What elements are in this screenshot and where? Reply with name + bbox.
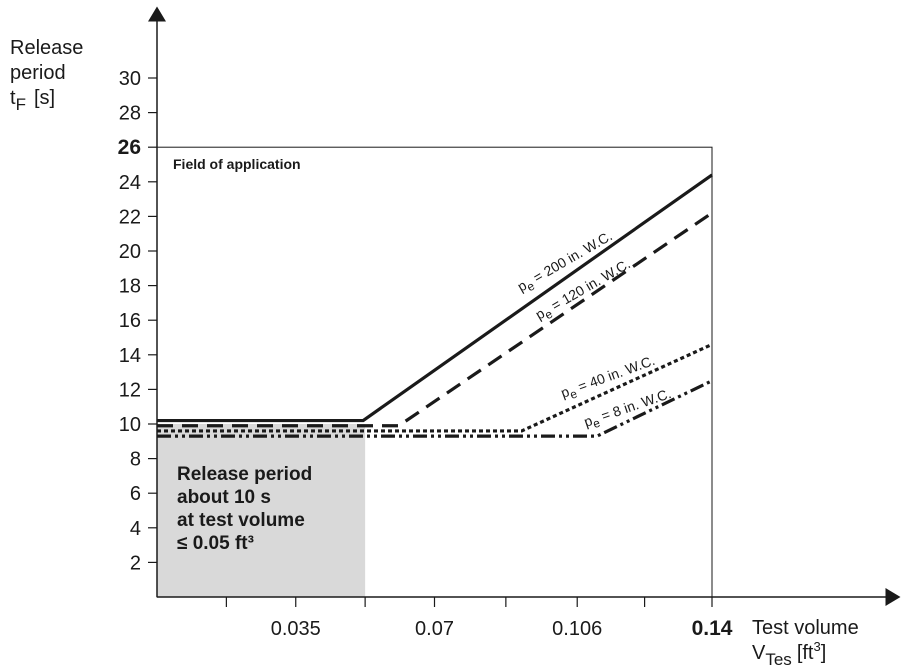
y-tick-label: 6 (130, 483, 141, 505)
series-line-2 (157, 211, 713, 428)
y-axis-label-unit: [s] (34, 87, 55, 109)
x-axis-label-symbol: V (752, 642, 766, 664)
y-tick-label: 14 (119, 345, 141, 367)
field-of-application-label: Field of application (173, 156, 301, 172)
y-tick-label: 2 (130, 552, 141, 574)
x-axis-ticks: 0.035 0.07 0.106 0.14 (225, 597, 733, 640)
shaded-region-text-line-4: ≤ 0.05 ft³ (177, 533, 254, 554)
y-axis-label-symbol: t (10, 87, 16, 109)
shaded-region (157, 424, 366, 597)
shaded-region-text-line-2: about 10 s (177, 487, 271, 508)
y-tick-label: 20 (119, 241, 141, 263)
y-tick-label: 30 (119, 68, 141, 90)
series-line-1 (157, 173, 713, 423)
y-tick-label: 4 (130, 518, 141, 540)
y-tick-label: 18 (119, 276, 141, 298)
y-tick-label: 24 (119, 172, 141, 194)
x-tick-label: 0.035 (271, 618, 321, 640)
y-tick-label: 28 (119, 103, 141, 125)
x-axis-label-line-2: VTes [ft3] (752, 639, 826, 669)
y-tick-label: 16 (119, 310, 141, 332)
y-tick-label: 22 (119, 206, 141, 228)
x-tick-label: 0.14 (692, 617, 733, 640)
y-axis-label-line-3: tF [s] (10, 87, 55, 114)
x-axis-label-unit-sup: 3 (813, 639, 820, 654)
x-axis-label-line-1: Test volume (752, 617, 859, 639)
x-axis-label-unit-open: [ft (797, 642, 814, 664)
y-tick-label: 12 (119, 379, 141, 401)
y-axis-label-line-2: period (10, 62, 66, 84)
series-line-4 (157, 379, 713, 438)
y-axis-label-subscript: F (16, 95, 26, 114)
x-tick-label: 0.07 (415, 618, 454, 640)
y-axis-label-line-1: Release (10, 37, 83, 59)
y-tick-label: 26 (118, 136, 141, 159)
x-axis-label-subscript: Tes (765, 650, 791, 669)
shaded-region-text-line-3: at test volume (177, 510, 305, 531)
shaded-region-text-line-1: Release period (177, 464, 312, 485)
series-lines: pe = 200 in. W.C.pe = 120 in. W.C.pe = 4… (157, 173, 713, 438)
x-tick-label: 0.106 (552, 618, 602, 640)
y-tick-label: 8 (130, 449, 141, 471)
series-label-4: pe = 8 in. W.C. (582, 385, 675, 434)
y-tick-label: 10 (119, 414, 141, 436)
x-axis-label-unit-close: ] (821, 642, 827, 664)
series-line-3 (157, 342, 713, 433)
